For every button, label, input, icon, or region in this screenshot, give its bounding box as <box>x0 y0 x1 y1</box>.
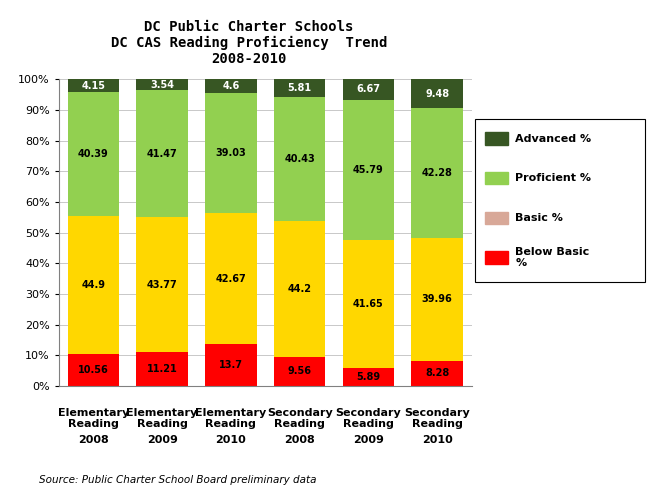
Text: 42.67: 42.67 <box>215 274 246 284</box>
Text: 40.39: 40.39 <box>78 149 109 159</box>
Text: 2010: 2010 <box>422 435 453 445</box>
Text: 40.43: 40.43 <box>284 154 315 164</box>
Bar <box>411 79 463 108</box>
Bar <box>343 99 394 240</box>
Text: 2009: 2009 <box>147 435 178 445</box>
Bar <box>411 238 463 361</box>
Text: 9.56: 9.56 <box>288 366 312 376</box>
Text: Elementary
Reading: Elementary Reading <box>58 407 129 429</box>
Bar <box>205 213 257 344</box>
Text: Source: Public Charter School Board preliminary data: Source: Public Charter School Board prel… <box>39 475 317 485</box>
Text: 5.89: 5.89 <box>356 372 381 382</box>
Bar <box>67 92 119 216</box>
Text: 44.9: 44.9 <box>81 280 105 290</box>
Bar <box>136 79 188 90</box>
Text: 11.21: 11.21 <box>147 364 178 374</box>
Text: 41.47: 41.47 <box>147 148 178 159</box>
Bar <box>205 79 257 94</box>
Bar <box>411 361 463 386</box>
Bar <box>205 344 257 386</box>
Text: 42.28: 42.28 <box>422 168 453 178</box>
Text: Secondary
Reading: Secondary Reading <box>267 407 333 429</box>
Bar <box>274 221 326 357</box>
Text: Elementary
Reading: Elementary Reading <box>195 407 267 429</box>
Bar <box>136 351 188 386</box>
Bar <box>411 108 463 238</box>
Bar <box>67 79 119 92</box>
Bar <box>274 97 326 221</box>
Bar <box>343 79 394 99</box>
Text: Below Basic
%: Below Basic % <box>515 247 590 268</box>
Text: 4.6: 4.6 <box>222 81 240 91</box>
Bar <box>136 217 188 351</box>
Text: Advanced %: Advanced % <box>515 134 591 144</box>
Text: 3.54: 3.54 <box>150 80 174 90</box>
Bar <box>343 368 394 386</box>
Text: 43.77: 43.77 <box>147 280 178 290</box>
Text: 4.15: 4.15 <box>81 81 105 91</box>
Text: 39.03: 39.03 <box>215 148 246 158</box>
Text: 8.28: 8.28 <box>425 368 449 378</box>
Text: Proficient %: Proficient % <box>515 173 591 183</box>
Bar <box>67 216 119 354</box>
Text: 45.79: 45.79 <box>353 165 384 175</box>
Bar <box>205 94 257 213</box>
Text: Secondary
Reading: Secondary Reading <box>404 407 470 429</box>
Bar <box>67 354 119 386</box>
Text: 2009: 2009 <box>353 435 384 445</box>
Bar <box>274 357 326 386</box>
Text: DC Public Charter Schools
DC CAS Reading Proficiency  Trend
2008-2010: DC Public Charter Schools DC CAS Reading… <box>111 20 387 66</box>
Text: 9.48: 9.48 <box>425 89 449 99</box>
Text: 2010: 2010 <box>215 435 246 445</box>
Text: 10.56: 10.56 <box>78 365 109 375</box>
Text: 44.2: 44.2 <box>288 284 312 294</box>
Text: 2008: 2008 <box>284 435 315 445</box>
Bar <box>343 240 394 368</box>
Text: Elementary
Reading: Elementary Reading <box>126 407 198 429</box>
Text: 6.67: 6.67 <box>356 85 381 95</box>
Text: 13.7: 13.7 <box>219 360 243 370</box>
Text: 39.96: 39.96 <box>422 295 453 304</box>
Text: Secondary
Reading: Secondary Reading <box>335 407 402 429</box>
Bar <box>274 79 326 97</box>
Text: 41.65: 41.65 <box>353 299 384 309</box>
Text: Basic %: Basic % <box>515 213 563 223</box>
Bar <box>136 90 188 217</box>
Text: 5.81: 5.81 <box>288 83 312 93</box>
Text: 2008: 2008 <box>78 435 109 445</box>
